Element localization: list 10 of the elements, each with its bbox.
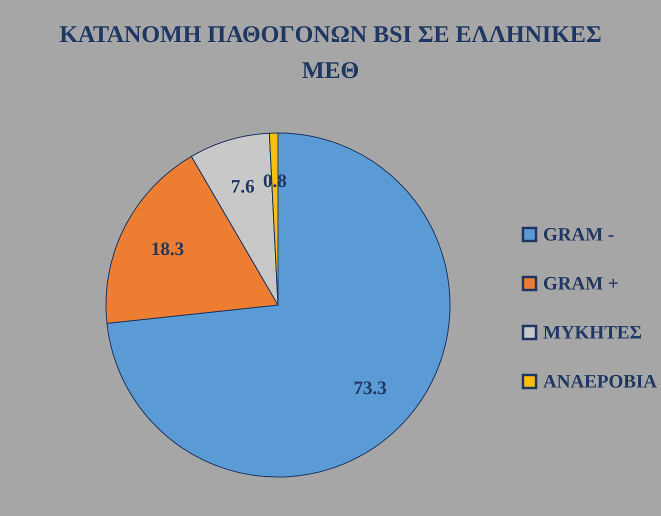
pie-slice: [106, 132, 450, 478]
legend-label: GRAM +: [543, 274, 619, 294]
legend-label: ΜΥΚΗΤΕΣ: [543, 322, 642, 344]
legend-label: GRAM -: [543, 224, 614, 246]
chart-title: ΚΑΤΑΝΟΜΗ ΠΑΘΟΓΟΝΩΝ BSI ΣΕ ΕΛΛΗΝΙΚΕΣ ΜΕΘ: [59, 22, 602, 84]
data-label: 0.8: [263, 171, 287, 192]
data-label: 7.6: [230, 176, 255, 198]
data-label: 18.3: [150, 239, 184, 260]
legend-label: ΑΝΑΕΡΟΒΙΑ: [543, 372, 658, 392]
data-label: 73.3: [353, 378, 387, 399]
